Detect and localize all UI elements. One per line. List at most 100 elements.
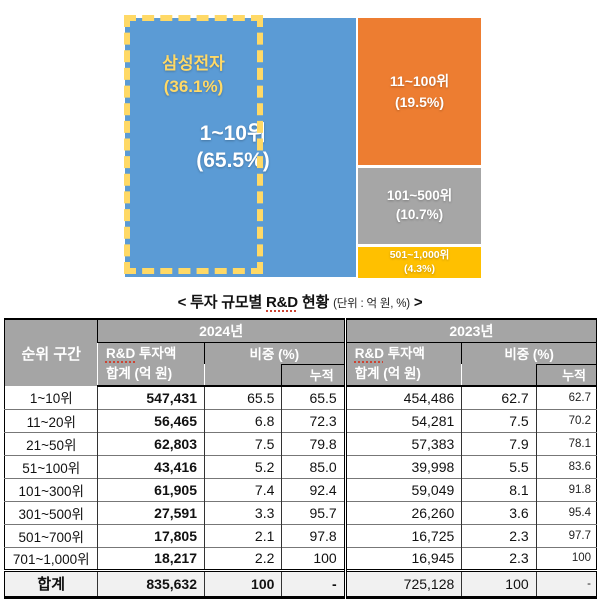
table-row: 21~50위 62,803 7.5 79.8 57,383 7.9 78.1: [4, 431, 597, 455]
cell-v2023: 59,049: [343, 477, 462, 501]
rank1-10-label: 1~10위 (65.5%): [125, 120, 341, 175]
cell-s2023: 2.3: [461, 523, 537, 547]
cell-v2023: 57,383: [343, 431, 462, 455]
cell-c2023: 95.4: [535, 500, 597, 524]
cell-c2023: 91.8: [535, 477, 597, 501]
cell-rank: 11~20위: [4, 408, 98, 432]
cell-c2023: 70.2: [535, 408, 597, 432]
cell-v2024: 17,805: [97, 523, 205, 547]
cell-v2024: 62,803: [97, 431, 205, 455]
cell-c2024: 65.5: [281, 386, 346, 409]
cell-c2024: 97.8: [281, 523, 346, 547]
cell-c2023: 62.7: [535, 386, 597, 409]
cell-c2024: 92.4: [281, 477, 346, 501]
table-row: 1~10위 547,431 65.5 65.5 454,486 62.7 62.7: [5, 386, 597, 409]
cell-c2023: 78.1: [535, 431, 597, 455]
rd-investment-table: 순위 구간 2024년 2023년 R&D 투자액 합계 (억 원) 비중 (%…: [4, 318, 597, 599]
rank101-500-pct: (10.7%): [395, 207, 444, 222]
cell-s2024: 6.8: [203, 408, 282, 432]
table-row: 51~100위 43,416 5.2 85.0 39,998 5.5 83.6: [4, 454, 597, 478]
title-rd-text: R&D: [266, 294, 298, 311]
cell-v2023: 39,998: [343, 454, 462, 478]
header-rd-unit: 합계 (억 원): [354, 365, 421, 381]
cell-rank: 합계: [4, 568, 98, 597]
table-row: 701~1,000위 18,217 2.2 100 16,945 2.3 100: [4, 546, 597, 570]
header-rank-range: 순위 구간: [4, 319, 98, 386]
header-rd-unit: 합계 (억 원): [105, 365, 173, 381]
header-share-spacer: [461, 364, 537, 387]
header-rd-text: R&D: [354, 346, 384, 362]
cell-v2024: 61,905: [97, 477, 205, 501]
cell-v2024: 18,217: [97, 546, 205, 570]
cell-s2024: 2.2: [203, 546, 282, 570]
cell-s2024: 5.2: [203, 454, 282, 478]
cell-c2024: 79.8: [281, 431, 346, 455]
header-year-2023: 2023년: [343, 319, 597, 343]
rank1-10-label-line1: 1~10위: [199, 122, 267, 145]
rank1-10-pct: (65.5%): [196, 149, 270, 173]
header-cumulative-2023: 누적: [535, 363, 597, 387]
header-share-spacer: [204, 364, 282, 387]
header-row-measures: R&D 투자액 합계 (억 원) 비중 (%) R&D 투자액 합계 (억 원)…: [5, 342, 597, 387]
header-rd-amount-2024: R&D 투자액 합계 (억 원): [97, 342, 205, 387]
samsung-pct: (36.1%): [163, 76, 224, 96]
cell-rank: 701~1,000위: [4, 546, 98, 570]
header-row-cumulative: 누적 누적: [5, 363, 597, 387]
table-row: 101~300위 61,905 7.4 92.4 59,049 8.1 91.8: [4, 477, 597, 501]
cell-s2023: 62.7: [461, 386, 537, 409]
cell-v2023: 26,260: [343, 500, 462, 524]
header-share-2024: 비중 (%): [204, 342, 346, 364]
cell-rank: 101~300위: [4, 477, 98, 501]
cell-c2024: -: [281, 568, 346, 597]
header-year-2024: 2024년: [97, 319, 346, 343]
rank501-1000-pct: (4.3%): [404, 262, 435, 275]
cell-v2024: 835,632: [97, 568, 205, 597]
cell-s2024: 7.5: [203, 431, 282, 455]
rank501-1000-label-line1: 501~1,000위: [389, 248, 450, 261]
cell-v2024: 56,465: [97, 408, 205, 432]
header-row-years: 순위 구간 2024년 2023년: [4, 319, 597, 386]
cell-v2023: 54,281: [343, 408, 462, 432]
cell-s2024: 65.5: [203, 386, 282, 409]
cell-s2023: 5.5: [461, 454, 537, 478]
cell-s2023: 7.5: [461, 408, 537, 432]
table-row: 11~20위 56,465 6.8 72.3 54,281 7.5 70.2: [4, 408, 597, 432]
table-body: 1~10위 547,431 65.5 65.5 454,486 62.7 62.7 11~20…: [4, 386, 597, 597]
cell-v2023: 454,486: [343, 386, 462, 409]
cell-s2024: 7.4: [203, 477, 282, 501]
cell-rank: 1~10위: [29, 391, 73, 407]
samsung-dashed-outline: 삼성전자 (36.1%): [124, 15, 263, 274]
cell-s2024: 3.3: [203, 500, 282, 524]
title-close-bracket: >: [413, 294, 423, 311]
header-rd-rest: 투자액: [387, 346, 425, 362]
cell-s2023: 3.6: [461, 500, 537, 524]
cell-s2023: 8.1: [461, 477, 537, 501]
samsung-label-line1: 삼성전자: [162, 54, 225, 73]
rank101-500-label-line1: 101~500위: [386, 188, 453, 204]
cell-s2024: 100: [203, 568, 282, 597]
rank11-100-pct: (19.5%): [394, 93, 445, 110]
table-row: 501~700위 17,805 2.1 97.8 16,725 2.3 97.7: [4, 523, 597, 547]
cell-s2023: 100: [461, 568, 537, 597]
treemap-segment-rank1-10: 1~10위 (65.5%): [125, 18, 356, 277]
header-cumulative-2024: 누적: [281, 363, 346, 387]
header-rd-text: R&D: [105, 346, 136, 362]
cell-c2023: -: [535, 568, 597, 597]
table-row: 301~500위 27,591 3.3 95.7 26,260 3.6 95.4: [4, 500, 597, 524]
cell-rank: 501~700위: [4, 523, 98, 547]
cell-c2023: 97.7: [535, 523, 597, 547]
total-row: 합계 835,632 100-725,128 100-: [4, 568, 597, 597]
table-header: 순위 구간 2024년 2023년 R&D 투자액 합계 (억 원) 비중 (%…: [4, 319, 597, 387]
title-open-bracket: <: [177, 294, 187, 311]
title-unit-note: (단위 : 억 원, %): [333, 298, 410, 310]
treemap-segment-rank501-1000: 501~1,000위 (4.3%): [358, 247, 481, 278]
cell-c2024: 72.3: [281, 408, 346, 432]
cell-rank: 51~100위: [4, 454, 98, 478]
title-text-1: 투자 규모별: [190, 294, 263, 311]
samsung-label: 삼성전자 (36.1%): [130, 53, 257, 99]
title-text-2: 현황: [301, 294, 330, 311]
header-rd-amount-2023: R&D 투자액 합계 (억 원): [343, 342, 462, 387]
header-share-2023: 비중 (%): [461, 342, 597, 364]
treemap-segment-rank11-100: 11~100위 (19.5%): [358, 18, 481, 165]
